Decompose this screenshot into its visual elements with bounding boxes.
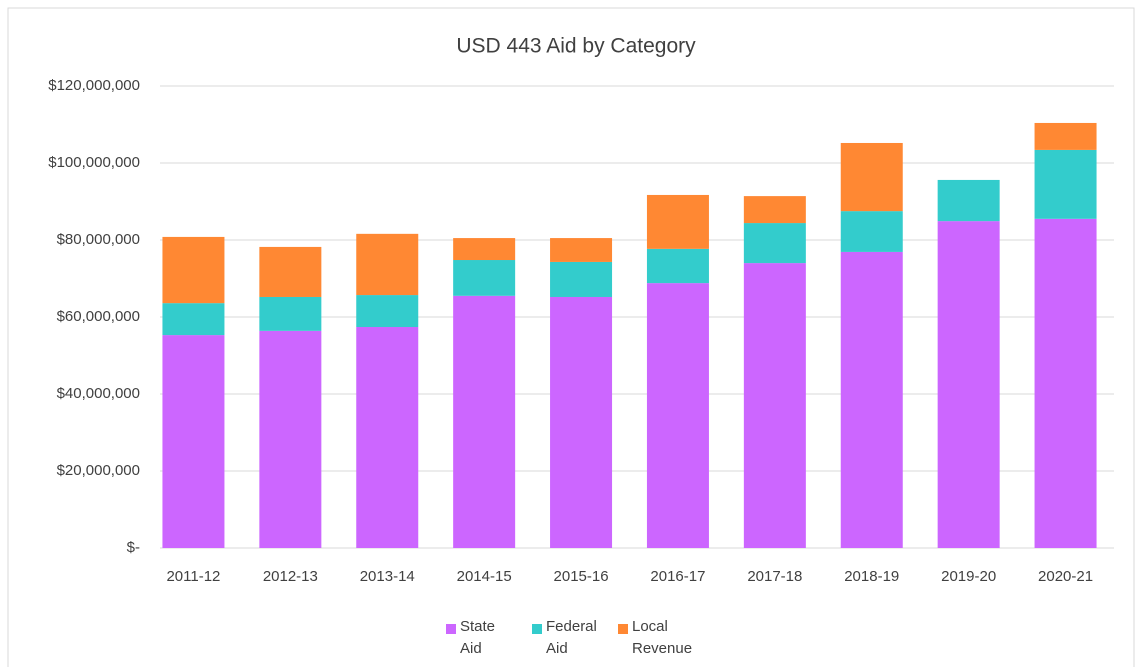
bar-segment bbox=[162, 335, 225, 548]
legend-item: State Aid bbox=[446, 618, 518, 660]
chart-border bbox=[7, 7, 1135, 667]
bar-segment bbox=[646, 248, 709, 284]
bar-segment bbox=[743, 196, 806, 224]
legend-swatch bbox=[532, 624, 542, 634]
bar-segment bbox=[259, 246, 322, 297]
bar-segment bbox=[1034, 122, 1097, 150]
bar-segment bbox=[550, 238, 613, 262]
bar-segment bbox=[356, 295, 419, 328]
legend-label: Federal Aid bbox=[546, 618, 597, 657]
y-tick-label: $120,000,000 bbox=[48, 77, 140, 94]
legend-label: Local Revenue bbox=[632, 618, 693, 657]
y-tick-label: $40,000,000 bbox=[57, 385, 140, 402]
y-tick-label: $100,000,000 bbox=[48, 154, 140, 171]
legend-item: Federal Aid bbox=[532, 618, 604, 660]
x-tick-label: 2015-16 bbox=[554, 568, 609, 585]
x-tick-label: 2019-20 bbox=[941, 568, 996, 585]
bar-segment bbox=[259, 296, 322, 331]
x-tick-label: 2014-15 bbox=[457, 568, 512, 585]
bar-segment bbox=[840, 142, 903, 212]
x-tick-label: 2013-14 bbox=[360, 568, 415, 585]
bar-segment bbox=[646, 283, 709, 548]
x-tick-label: 2017-18 bbox=[747, 568, 802, 585]
y-tick-label: $60,000,000 bbox=[57, 308, 140, 325]
bar-segment bbox=[356, 327, 419, 548]
bar-segment bbox=[1034, 149, 1097, 219]
bar-segment bbox=[743, 263, 806, 548]
y-tick-label: $20,000,000 bbox=[57, 462, 140, 479]
bar-segment bbox=[937, 221, 1000, 548]
bar-segment bbox=[162, 236, 225, 304]
legend-swatch bbox=[446, 624, 456, 634]
chart-title: USD 443 Aid by Category bbox=[456, 35, 696, 58]
bar-segment bbox=[453, 295, 516, 548]
bar-segment bbox=[937, 179, 1000, 222]
x-tick-label: 2018-19 bbox=[844, 568, 899, 585]
bar-segment bbox=[356, 233, 419, 296]
bar-segment bbox=[550, 296, 613, 548]
bar-segment bbox=[453, 260, 516, 296]
x-tick-label: 2016-17 bbox=[650, 568, 705, 585]
bar-segment bbox=[162, 303, 225, 336]
legend-item: Local Revenue bbox=[618, 618, 692, 660]
bar-segment bbox=[743, 223, 806, 264]
x-tick-label: 2012-13 bbox=[263, 568, 318, 585]
legend: State Aid Federal Aid Local Revenue bbox=[0, 618, 1136, 660]
y-tick-label: $80,000,000 bbox=[57, 231, 140, 248]
bar-segment bbox=[1034, 218, 1097, 548]
bar-segment bbox=[259, 330, 322, 548]
bar-segment bbox=[646, 194, 709, 249]
bar-segment bbox=[453, 238, 516, 261]
legend-swatch bbox=[618, 624, 628, 634]
bar-segment bbox=[840, 211, 903, 252]
x-tick-label: 2011-12 bbox=[166, 568, 220, 585]
legend-label: State Aid bbox=[460, 618, 496, 657]
bar-segment bbox=[550, 261, 613, 297]
bar-segment bbox=[840, 251, 903, 548]
y-tick-label: $- bbox=[127, 539, 140, 556]
x-tick-label: 2020-21 bbox=[1038, 568, 1093, 585]
